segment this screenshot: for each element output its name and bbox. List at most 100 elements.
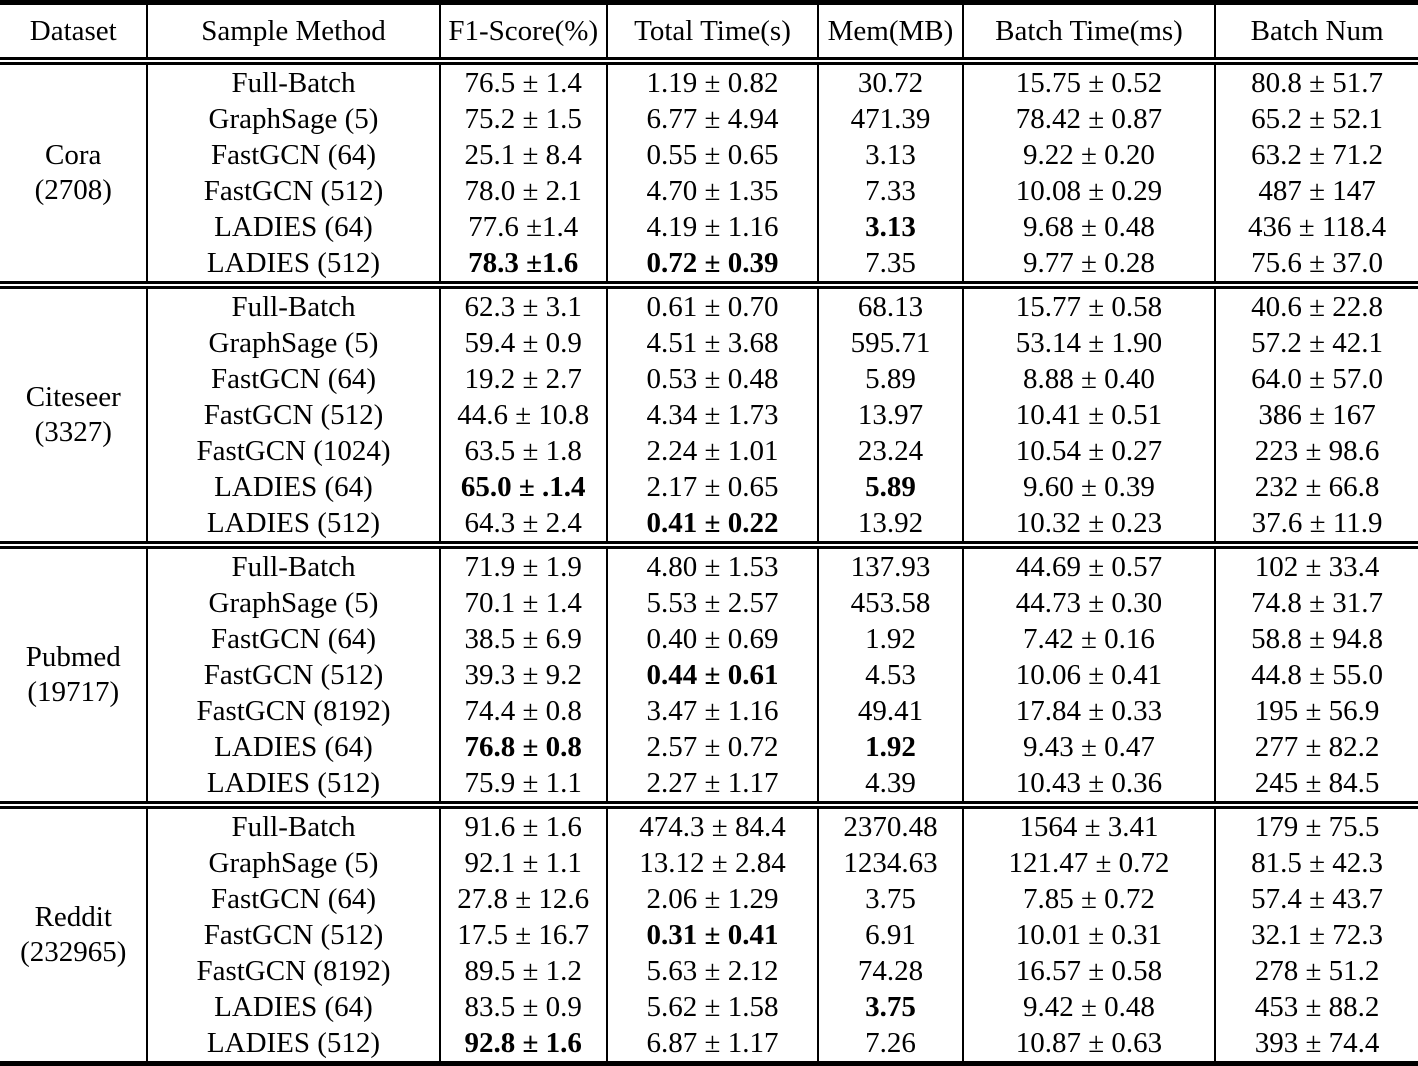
cell-f1-score: 91.6 ± 1.6 xyxy=(438,805,607,845)
cell-sample-method: Full-Batch xyxy=(146,805,440,845)
cell-f1-score: 17.5 ± 16.7 xyxy=(438,917,607,953)
cell-total-time: 5.53 ± 2.57 xyxy=(605,585,819,621)
cell-batch-num: 63.2 ± 71.2 xyxy=(1214,137,1418,173)
cell-batch-time: 15.77 ± 0.58 xyxy=(961,285,1216,325)
cell-sample-method: LADIES (512) xyxy=(146,245,440,285)
cell-batch-time: 10.87 ± 0.63 xyxy=(961,1025,1216,1064)
cell-mem: 5.89 xyxy=(817,469,963,505)
cell-sample-method: LADIES (64) xyxy=(146,729,440,765)
cell-mem: 4.53 xyxy=(817,657,963,693)
cell-total-time: 4.34 ± 1.73 xyxy=(605,397,819,433)
cell-f1-score: 75.9 ± 1.1 xyxy=(438,765,607,805)
cell-total-time: 2.24 ± 1.01 xyxy=(605,433,819,469)
cell-total-time: 1.19 ± 0.82 xyxy=(605,61,819,101)
cell-batch-num: 278 ± 51.2 xyxy=(1214,953,1418,989)
cell-mem: 30.72 xyxy=(817,61,963,101)
header-row: Dataset Sample Method F1-Score(%) Total … xyxy=(0,2,1418,65)
cell-f1-score: 71.9 ± 1.9 xyxy=(438,545,607,585)
dataset-name: Citeseer xyxy=(25,380,121,413)
cell-batch-time: 1564 ± 3.41 xyxy=(961,805,1216,845)
dataset-name: Reddit xyxy=(34,900,112,933)
cell-batch-time: 10.06 ± 0.41 xyxy=(961,657,1216,693)
cell-f1-score: 64.3 ± 2.4 xyxy=(438,505,607,545)
cell-total-time: 4.70 ± 1.35 xyxy=(605,173,819,209)
cell-batch-num: 277 ± 82.2 xyxy=(1214,729,1418,765)
cell-mem: 23.24 xyxy=(817,433,963,469)
cell-batch-num: 487 ± 147 xyxy=(1214,173,1418,209)
cell-f1-score: 74.4 ± 0.8 xyxy=(438,693,607,729)
cell-batch-num: 386 ± 167 xyxy=(1214,397,1418,433)
table-row: LADIES (64) 83.5 ± 0.9 5.62 ± 1.58 3.75 9.42… xyxy=(0,989,1418,1025)
cell-sample-method: FastGCN (8192) xyxy=(146,953,440,989)
cell-total-time: 0.31 ± 0.41 xyxy=(605,917,819,953)
cell-batch-time: 9.68 ± 0.48 xyxy=(961,209,1216,245)
cell-mem: 13.92 xyxy=(817,505,963,545)
cell-total-time: 2.27 ± 1.17 xyxy=(605,765,819,805)
dataset-size: (19717) xyxy=(27,676,120,708)
cell-f1-score: 78.0 ± 2.1 xyxy=(438,173,607,209)
table-row: LADIES (512) 78.3 ±1.6 0.72 ± 0.39 7.35 9.77… xyxy=(0,245,1418,285)
table-row: FastGCN (8192) 74.4 ± 0.8 3.47 ± 1.16 49.41… xyxy=(0,693,1418,729)
cell-sample-method: FastGCN (64) xyxy=(146,137,440,173)
cell-sample-method: FastGCN (1024) xyxy=(146,433,440,469)
cell-mem: 453.58 xyxy=(817,585,963,621)
cell-f1-score: 38.5 ± 6.9 xyxy=(438,621,607,657)
cell-sample-method: Full-Batch xyxy=(146,285,440,325)
cell-total-time: 5.63 ± 2.12 xyxy=(605,953,819,989)
table-row: LADIES (64) 77.6 ±1.4 4.19 ± 1.16 3.13 9.68 … xyxy=(0,209,1418,245)
cell-batch-num: 74.8 ± 31.7 xyxy=(1214,585,1418,621)
cell-batch-num: 58.8 ± 94.8 xyxy=(1214,621,1418,657)
column-header-method: Sample Method xyxy=(146,2,440,65)
cell-batch-time: 44.69 ± 0.57 xyxy=(961,545,1216,585)
table-row: Cora (2708) Full-Batch 76.5 ± 1.4 1.19 ± 0.8… xyxy=(0,61,1418,206)
table-row: FastGCN (512) 44.6 ± 10.8 4.34 ± 1.73 13.97… xyxy=(0,397,1418,433)
cell-mem: 3.75 xyxy=(817,881,963,917)
cell-batch-time: 78.42 ± 0.87 xyxy=(961,101,1216,137)
cell-sample-method: Full-Batch xyxy=(146,61,440,101)
table-row: LADIES (64) 65.0 ± .1.4 2.17 ± 0.65 5.89 9.6… xyxy=(0,469,1418,505)
cell-total-time: 3.47 ± 1.16 xyxy=(605,693,819,729)
cell-batch-time: 9.60 ± 0.39 xyxy=(961,469,1216,505)
cell-batch-time: 7.85 ± 0.72 xyxy=(961,881,1216,917)
cell-batch-num: 64.0 ± 57.0 xyxy=(1214,361,1418,397)
cell-total-time: 4.19 ± 1.16 xyxy=(605,209,819,245)
cell-f1-score: 63.5 ± 1.8 xyxy=(438,433,607,469)
cell-mem: 3.13 xyxy=(817,209,963,245)
cell-batch-num: 57.4 ± 43.7 xyxy=(1214,881,1418,917)
table-row: LADIES (512) 75.9 ± 1.1 2.27 ± 1.17 4.39 10.… xyxy=(0,765,1418,805)
cell-total-time: 0.61 ± 0.70 xyxy=(605,285,819,325)
cell-batch-num: 179 ± 75.5 xyxy=(1214,805,1418,845)
cell-batch-time: 9.42 ± 0.48 xyxy=(961,989,1216,1025)
cell-mem: 5.89 xyxy=(817,361,963,397)
cell-mem: 4.39 xyxy=(817,765,963,805)
cell-batch-num: 37.6 ± 11.9 xyxy=(1214,505,1418,545)
cell-total-time: 2.17 ± 0.65 xyxy=(605,469,819,505)
cell-sample-method: LADIES (512) xyxy=(146,1025,440,1064)
cell-f1-score: 62.3 ± 3.1 xyxy=(438,285,607,325)
cell-total-time: 0.72 ± 0.39 xyxy=(605,245,819,285)
cell-batch-num: 80.8 ± 51.7 xyxy=(1214,61,1418,101)
cell-batch-time: 44.73 ± 0.30 xyxy=(961,585,1216,621)
table-row: LADIES (512) 92.8 ± 1.6 6.87 ± 1.17 7.26 10.… xyxy=(0,1025,1418,1064)
table-row: GraphSage (5) 70.1 ± 1.4 5.53 ± 2.57 453.58… xyxy=(0,585,1418,621)
cell-mem: 68.13 xyxy=(817,285,963,325)
cell-f1-score: 76.8 ± 0.8 xyxy=(438,729,607,765)
cell-total-time: 5.62 ± 1.58 xyxy=(605,989,819,1025)
column-header-f1: F1-Score(%) xyxy=(438,2,607,65)
cell-total-time: 0.55 ± 0.65 xyxy=(605,137,819,173)
column-header-batch-time: Batch Time(ms) xyxy=(961,2,1216,65)
table-row: LADIES (64) 76.8 ± 0.8 2.57 ± 0.72 1.92 9.43… xyxy=(0,729,1418,765)
cell-total-time: 2.57 ± 0.72 xyxy=(605,729,819,765)
cell-total-time: 0.41 ± 0.22 xyxy=(605,505,819,545)
cell-batch-time: 53.14 ± 1.90 xyxy=(961,325,1216,361)
cell-sample-method: GraphSage (5) xyxy=(146,845,440,881)
cell-f1-score: 77.6 ±1.4 xyxy=(438,209,607,245)
cell-batch-num: 44.8 ± 55.0 xyxy=(1214,657,1418,693)
cell-batch-time: 9.43 ± 0.47 xyxy=(961,729,1216,765)
cell-batch-num: 453 ± 88.2 xyxy=(1214,989,1418,1025)
column-header-batch-num: Batch Num xyxy=(1214,2,1418,65)
cell-f1-score: 65.0 ± .1.4 xyxy=(438,469,607,505)
cell-sample-method: FastGCN (64) xyxy=(146,881,440,917)
table-row: GraphSage (5) 75.2 ± 1.5 6.77 ± 4.94 471.39… xyxy=(0,101,1418,137)
column-header-total-time: Total Time(s) xyxy=(605,2,819,65)
